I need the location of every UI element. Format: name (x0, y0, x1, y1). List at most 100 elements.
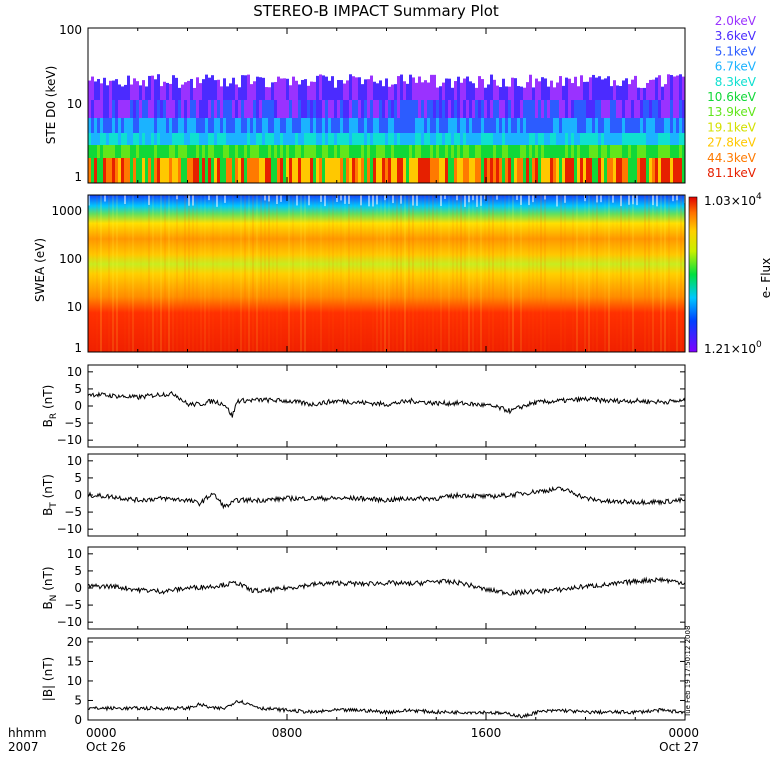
swea-streak (528, 195, 530, 352)
ste-spectrogram-cell (352, 118, 355, 133)
swea-streak (424, 195, 426, 352)
ste-spectrogram-cell (550, 145, 553, 158)
ste-spectrogram-cell (376, 145, 379, 158)
ste-spectrogram-cell (118, 84, 121, 100)
ste-spectrogram-cell (220, 100, 223, 118)
ste-spectrogram-cell (562, 158, 565, 183)
ste-spectrogram-cell (298, 84, 301, 100)
ste-spectrogram-cell (484, 133, 487, 145)
ste-spectrogram-cell (223, 118, 226, 133)
ste-spectrogram-cell (469, 81, 472, 100)
ste-spectrogram-cell (307, 100, 310, 118)
ste-spectrogram-cell (466, 145, 469, 158)
ste-spectrogram-cell (226, 100, 229, 118)
ste-spectrogram-cell (289, 145, 292, 158)
swea-streak (600, 195, 602, 352)
ste-spectrogram-cell (274, 158, 277, 183)
swea-gap (468, 195, 470, 203)
ste-spectrogram-cell (235, 100, 238, 118)
ste-spectrogram-cell (148, 158, 151, 183)
ste-spectrogram-cell (475, 87, 478, 100)
ste-spectrogram-cell (307, 158, 310, 183)
ste-spectrogram-cell (196, 77, 199, 100)
ste-spectrogram-cell (358, 118, 361, 133)
ste-spectrogram-cell (91, 145, 94, 158)
ste-spectrogram-cell (625, 118, 628, 133)
swea-streak (196, 195, 198, 352)
ste-spectrogram-cell (505, 86, 508, 100)
ste-spectrogram-cell (307, 145, 310, 158)
time-tick-label: 1600 (471, 726, 502, 740)
ste-spectrogram-cell (283, 78, 286, 100)
ste-spectrogram-cell (418, 145, 421, 158)
ste-spectrogram-cell (283, 133, 286, 145)
swea-streak (620, 195, 622, 352)
ste-spectrogram-cell (313, 100, 316, 118)
ste-spectrogram-cell (538, 145, 541, 158)
swea-streak (104, 195, 106, 352)
ste-spectrogram-cell (103, 158, 106, 183)
ste-spectrogram-cell (322, 145, 325, 158)
ste-spectrogram-cell (286, 133, 289, 145)
ste-spectrogram-cell (265, 118, 268, 133)
ste-spectrogram-cell (421, 158, 424, 183)
bmag-ytick-label: 5 (74, 693, 82, 707)
ste-spectrogram-cell (481, 145, 484, 158)
ste-spectrogram-cell (400, 158, 403, 183)
time-row-label: hhmm (8, 726, 47, 740)
ste-spectrogram-cell (631, 145, 634, 158)
ste-spectrogram-cell (421, 133, 424, 145)
ste-spectrogram-cell (376, 100, 379, 118)
ste-spectrogram-cell (136, 81, 139, 100)
ste-spectrogram-cell (583, 81, 586, 100)
ste-spectrogram-cell (400, 118, 403, 133)
ste-spectrogram-cell (616, 145, 619, 158)
ste-spectrogram-cell (352, 133, 355, 145)
ste-spectrogram-cell (472, 133, 475, 145)
ste-spectrogram-cell (199, 118, 202, 133)
ste-spectrogram-cell (178, 158, 181, 183)
ste-spectrogram-cell (403, 81, 406, 100)
ste-spectrogram-cell (154, 158, 157, 183)
ste-spectrogram-cell (640, 133, 643, 145)
swea-streak (512, 195, 514, 352)
ste-spectrogram-cell (166, 100, 169, 118)
bn-y-axis-label: BN (nT) (41, 566, 59, 609)
ste-spectrogram-cell (223, 78, 226, 100)
ste-spectrogram-cell (316, 100, 319, 118)
swea-gap (208, 195, 210, 201)
ste-spectrogram-cell (337, 80, 340, 100)
ste-spectrogram-cell (319, 158, 322, 183)
ste-spectrogram-cell (640, 118, 643, 133)
ste-spectrogram-cell (166, 118, 169, 133)
ste-spectrogram-cell (157, 118, 160, 133)
ste-spectrogram-cell (529, 145, 532, 158)
ste-spectrogram-cell (574, 158, 577, 183)
ste-spectrogram-cell (220, 86, 223, 100)
swea-gap (360, 195, 362, 206)
ste-spectrogram-cell (247, 145, 250, 158)
ste-spectrogram-cell (214, 133, 217, 145)
swea-streak (352, 195, 354, 352)
swea-gap (528, 195, 530, 206)
ste-spectrogram-cell (172, 118, 175, 133)
ste-spectrogram-cell (277, 118, 280, 133)
ste-spectrogram-cell (154, 118, 157, 133)
ste-spectrogram-cell (592, 133, 595, 145)
ste-spectrogram-cell (646, 158, 649, 183)
ste-spectrogram-cell (121, 118, 124, 133)
swea-streak (548, 195, 550, 352)
ste-spectrogram-cell (178, 133, 181, 145)
ste-spectrogram-cell (655, 158, 658, 183)
ste-spectrogram-cell (439, 158, 442, 183)
swea-streak (252, 195, 254, 352)
ste-spectrogram-cell (502, 133, 505, 145)
ste-spectrogram-cell (469, 145, 472, 158)
ste-spectrogram-cell (190, 145, 193, 158)
ste-spectrogram-cell (109, 158, 112, 183)
ste-spectrogram-cell (151, 118, 154, 133)
swea-streak (172, 195, 174, 352)
ste-spectrogram-cell (313, 133, 316, 145)
swea-gap (280, 195, 282, 202)
ste-spectrogram-cell (577, 86, 580, 100)
